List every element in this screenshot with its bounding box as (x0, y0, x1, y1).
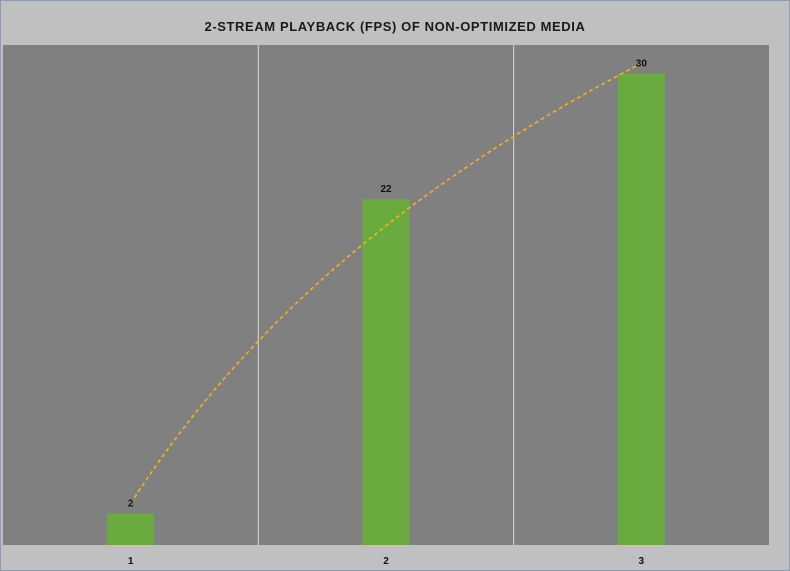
x-tick-label: 1 (128, 556, 134, 567)
x-tick-label: 2 (383, 556, 389, 567)
chart-title: 2-STREAM PLAYBACK (FPS) OF NON-OPTIMIZED… (204, 19, 586, 34)
data-label: 2 (128, 499, 134, 510)
bar (617, 73, 665, 546)
x-tick-label: 3 (639, 556, 645, 567)
data-label: 22 (380, 184, 392, 195)
bar (107, 513, 155, 545)
data-label: 30 (636, 58, 648, 69)
bar (362, 199, 410, 545)
trendline (130, 62, 642, 505)
